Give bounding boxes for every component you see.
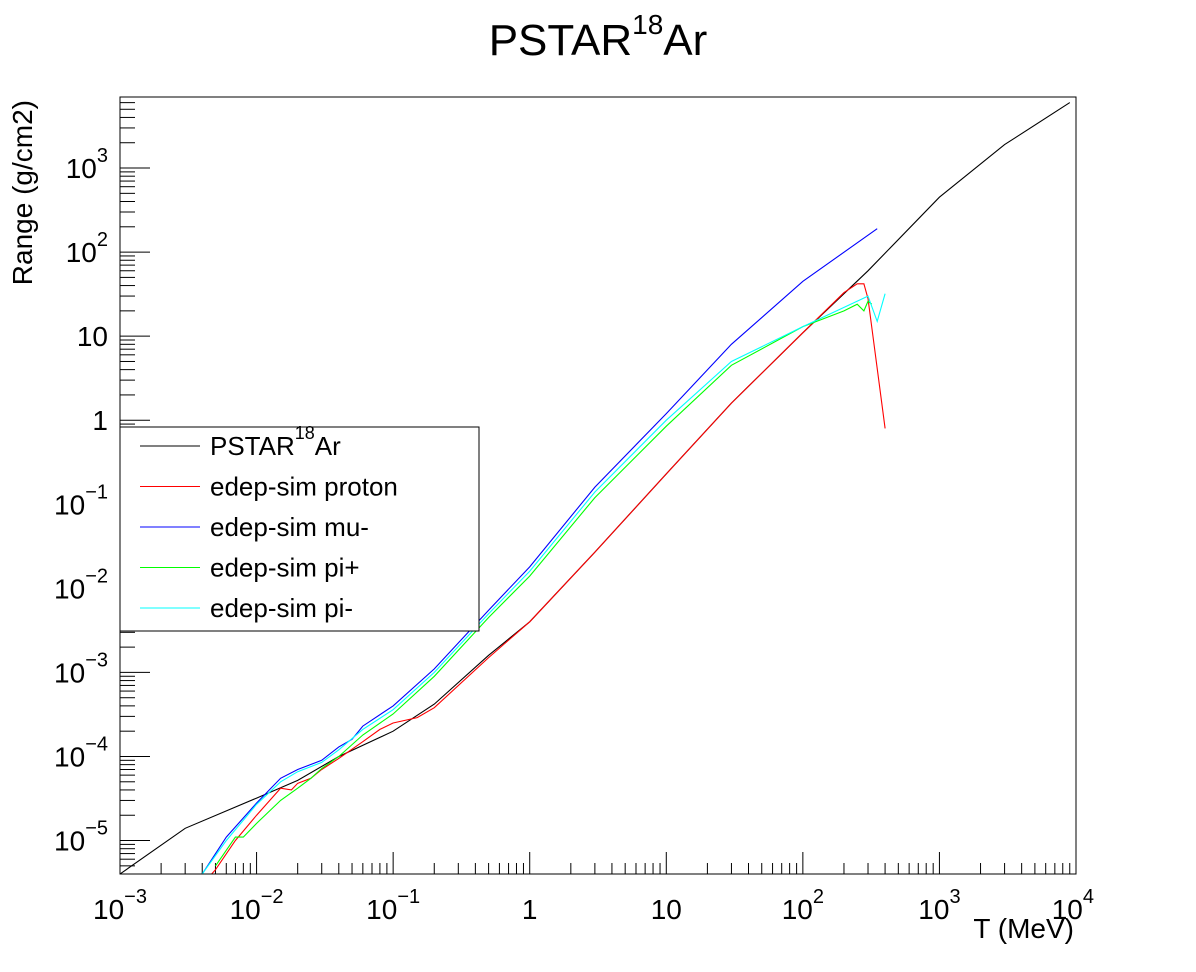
- svg-text:−2: −2: [261, 886, 284, 908]
- svg-text:10: 10: [366, 894, 397, 925]
- svg-text:−3: −3: [124, 886, 147, 908]
- series-lines: [120, 102, 1071, 874]
- svg-text:10: 10: [54, 657, 85, 688]
- y-tick-label: 10 −2: [54, 565, 108, 604]
- svg-text:10: 10: [1052, 894, 1083, 925]
- series-line-4: [201, 293, 886, 874]
- x-axis-tick-labels: 10 −3 10 −2 10 −1 1 10 10 2 10 3 10 4: [93, 886, 1094, 925]
- x-tick-label: 10 3: [918, 886, 960, 925]
- legend-entry: edep-sim pi+: [140, 553, 360, 583]
- legend-label-suffix: Ar: [315, 431, 341, 461]
- series-line-3: [215, 300, 873, 867]
- legend-label: edep-sim pi-: [210, 593, 353, 623]
- svg-text:10: 10: [77, 321, 108, 352]
- svg-text:10: 10: [54, 573, 85, 604]
- svg-text:10: 10: [66, 153, 97, 184]
- svg-text:10: 10: [54, 741, 85, 772]
- svg-text:−1: −1: [85, 481, 108, 503]
- y-tick-label: 10 −4: [54, 733, 108, 772]
- svg-text:10: 10: [66, 237, 97, 268]
- x-axis-label: T (MeV): [973, 913, 1074, 944]
- svg-text:2: 2: [97, 229, 108, 251]
- legend-entry: edep-sim pi-: [140, 593, 353, 623]
- y-tick-label: 10 −1: [54, 481, 108, 520]
- x-tick-label: 1: [522, 894, 538, 925]
- svg-text:3: 3: [97, 145, 108, 167]
- legend-label: edep-sim proton: [210, 472, 398, 502]
- y-tick-label: 1: [92, 405, 108, 436]
- y-tick-label: 10 2: [66, 229, 108, 268]
- legend-label: edep-sim pi+: [210, 553, 360, 583]
- svg-text:1: 1: [92, 405, 108, 436]
- chart-title-main: PSTAR: [489, 16, 632, 65]
- svg-text:−5: −5: [85, 818, 108, 840]
- y-tick-label: 10: [77, 321, 108, 352]
- x-tick-label: 10 −2: [230, 886, 284, 925]
- y-tick-label: 10 3: [66, 145, 108, 184]
- svg-text:10: 10: [230, 894, 261, 925]
- svg-text:2: 2: [813, 886, 824, 908]
- legend-entry: PSTAR 18 Ar: [140, 423, 341, 461]
- series-line-1: [210, 283, 886, 874]
- legend-label: PSTAR: [210, 431, 295, 461]
- svg-text:−2: −2: [85, 565, 108, 587]
- svg-text:1: 1: [522, 894, 538, 925]
- svg-text:10: 10: [782, 894, 813, 925]
- legend-entry: edep-sim proton: [140, 472, 398, 502]
- x-tick-label: 10: [651, 894, 682, 925]
- x-tick-label: 10 4: [1052, 886, 1094, 925]
- chart-title-superscript: 18: [632, 9, 663, 40]
- svg-text:10: 10: [54, 489, 85, 520]
- svg-text:−3: −3: [85, 649, 108, 671]
- chart-title-suffix: Ar: [663, 16, 707, 65]
- svg-text:10: 10: [54, 826, 85, 857]
- x-tick-label: 10 −1: [366, 886, 420, 925]
- chart-title: PSTAR 18 Ar: [489, 9, 708, 65]
- x-tick-label: 10 2: [782, 886, 824, 925]
- y-tick-label: 10 −3: [54, 649, 108, 688]
- legend-box: [119, 426, 480, 632]
- legend: PSTAR 18 Ar edep-sim proton edep-sim mu-ede…: [119, 423, 480, 632]
- svg-text:−1: −1: [397, 886, 420, 908]
- svg-text:3: 3: [949, 886, 960, 908]
- legend-label-superscript: 18: [295, 423, 315, 443]
- svg-text:10: 10: [651, 894, 682, 925]
- legend-entry: edep-sim mu-: [140, 512, 369, 542]
- x-tick-label: 10 −3: [93, 886, 147, 925]
- svg-text:10: 10: [93, 894, 124, 925]
- svg-text:4: 4: [1083, 886, 1094, 908]
- svg-text:10: 10: [918, 894, 949, 925]
- x-axis-ticks: [119, 852, 1071, 874]
- y-axis-label: Range (g/cm2): [7, 100, 38, 285]
- y-tick-label: 10 −5: [54, 818, 108, 857]
- svg-text:−4: −4: [85, 733, 108, 755]
- legend-label: edep-sim mu-: [210, 512, 369, 542]
- series-line-2: [201, 228, 878, 874]
